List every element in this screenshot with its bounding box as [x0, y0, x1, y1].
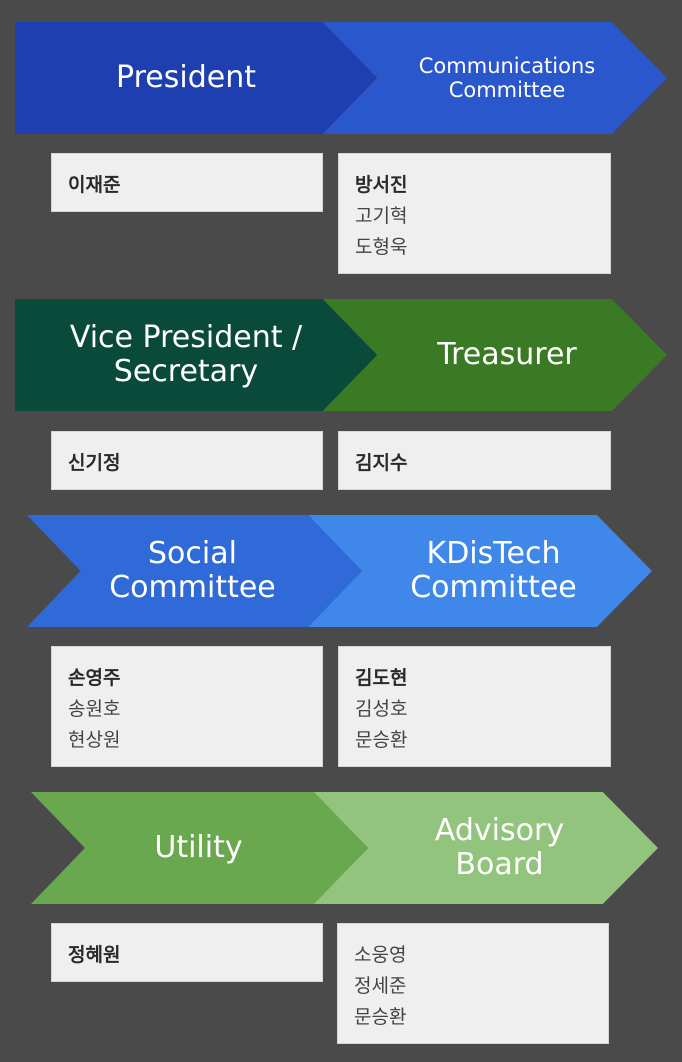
member-name: 문승환: [355, 729, 408, 751]
card-utility: 정혜원: [51, 923, 323, 982]
lead-name: 이재준: [68, 174, 121, 196]
chevron-communications: Communications Committee: [322, 22, 667, 134]
chevron-utility: Utility: [31, 792, 368, 904]
card-treasurer: 김지수: [338, 431, 611, 490]
member-name: 고기혁: [355, 205, 408, 227]
chevron-advisory: Advisory Board: [313, 792, 658, 904]
chevron-label-kdistech: KDisTech Committee: [410, 535, 577, 605]
chevron-label-utility: Utility: [154, 829, 243, 865]
chevron-label-vice-president: Vice President / Secretary: [69, 319, 303, 389]
card-kdistech: 김도현 김성호 문승환: [338, 646, 611, 767]
card-communications: 방서진 고기혁 도형욱: [338, 153, 611, 274]
lead-name: 방서진: [355, 174, 408, 196]
chevron-social: Social Committee: [27, 515, 362, 627]
member-name: 김성호: [355, 698, 408, 720]
member-name: 도형욱: [355, 236, 408, 258]
chevron-kdistech: KDisTech Committee: [307, 515, 652, 627]
member-name: 문승환: [354, 1006, 407, 1028]
chevron-president: President: [15, 22, 377, 134]
card-advisory: 소웅영 정세준 문승환: [337, 923, 609, 1044]
chevron-label-communications: Communications Committee: [418, 53, 596, 102]
card-social: 손영주 송원호 현상원: [51, 646, 323, 767]
lead-name: 김도현: [355, 667, 408, 689]
chevron-label-advisory: Advisory Board: [434, 812, 565, 882]
lead-name: 손영주: [68, 667, 121, 689]
lead-name: 정혜원: [68, 944, 121, 966]
member-name: 현상원: [68, 729, 121, 751]
lead-name: 김지수: [355, 452, 408, 474]
member-name: 정세준: [354, 975, 407, 997]
chevron-label-president: President: [116, 59, 256, 95]
lead-name: 신기정: [68, 452, 121, 474]
chevron-label-social: Social Committee: [109, 535, 276, 605]
chevron-treasurer: Treasurer: [322, 299, 667, 411]
card-president: 이재준: [51, 153, 323, 212]
chevron-vice-president: Vice President / Secretary: [15, 299, 377, 411]
member-name: 송원호: [68, 698, 121, 720]
member-name: 소웅영: [354, 944, 407, 966]
card-vice-president: 신기정: [51, 431, 323, 490]
chevron-label-treasurer: Treasurer: [437, 336, 577, 372]
